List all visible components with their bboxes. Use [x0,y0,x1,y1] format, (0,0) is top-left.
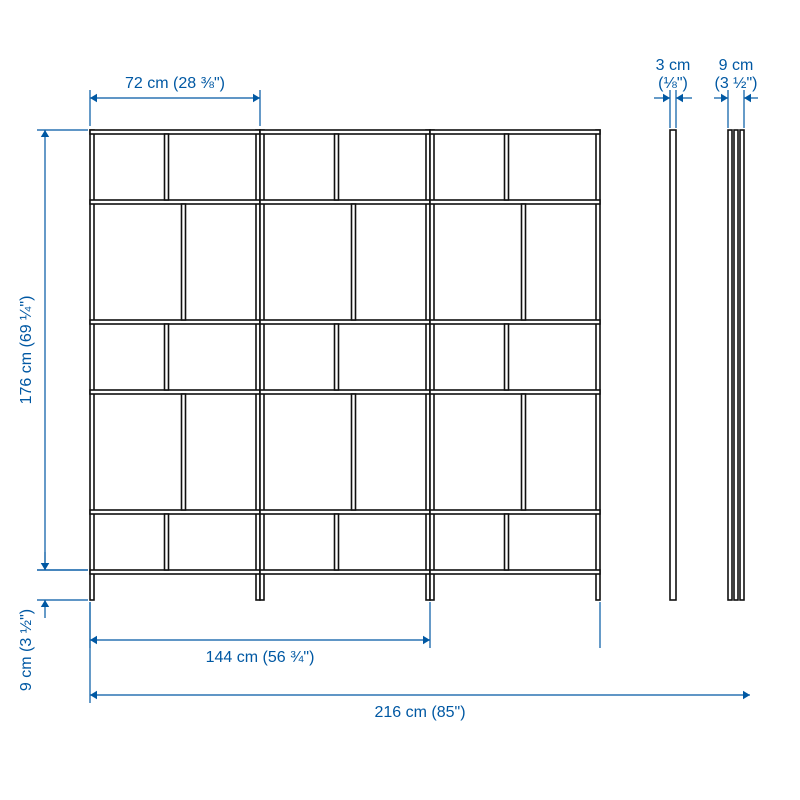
shelf-unit [90,130,260,600]
dim-3cm-l1: 3 cm [656,57,691,74]
dim-176cm: 176 cm (69 ¼") [18,296,35,405]
dim-3cm-l2: (⅛") [658,75,688,92]
dim-9cm-leg: 9 cm (3 ½") [18,609,35,691]
shelf-unit [430,130,600,600]
shelf-unit [260,130,430,600]
dim-9cm-l1: 9 cm [719,57,754,74]
dim-144cm: 144 cm (56 ¾") [206,649,315,666]
dim-216cm: 216 cm (85") [374,704,465,721]
dimensions: 72 cm (28 ⅜") 176 cm (69 ¼") 9 cm (3 ½") 14… [18,57,758,721]
dim-9cm-l2: (3 ½") [714,75,757,92]
dim-72cm: 72 cm (28 ⅜") [125,75,225,92]
dimension-diagram: 72 cm (28 ⅜") 176 cm (69 ¼") 9 cm (3 ½") 14… [0,0,800,800]
